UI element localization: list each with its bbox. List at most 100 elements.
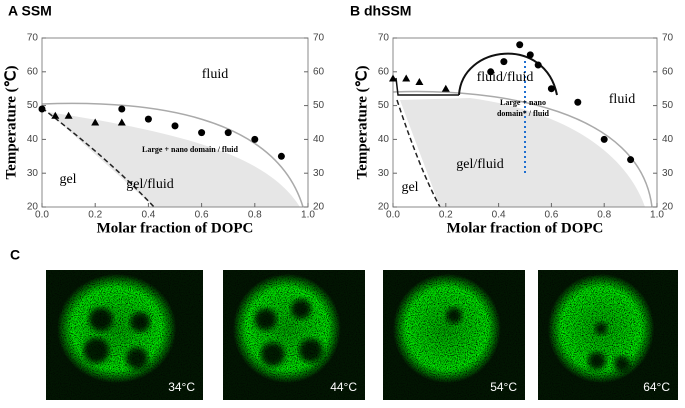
y2-tick-label: 20 (313, 202, 325, 213)
y2-tick-label: 20 (662, 202, 674, 213)
point-triangle (51, 111, 60, 119)
point-circle (277, 152, 285, 160)
fluorescence (538, 270, 678, 400)
x-tick-label: 0.2 (439, 210, 453, 221)
y2-tick-label: 40 (662, 134, 674, 145)
point-circle (487, 68, 495, 76)
x-tick-label: 0.0 (386, 210, 400, 221)
domain-hole (614, 355, 630, 372)
y2-tick-label: 60 (313, 66, 325, 77)
y2-tick-label: 50 (662, 100, 674, 111)
x-tick-label: 0.6 (544, 210, 558, 221)
annotation: Large + nano domain / fluid (142, 145, 238, 154)
annotation: gel/fluid (456, 157, 503, 172)
point-circle (526, 51, 534, 59)
y2-tick-label: 30 (313, 168, 325, 179)
panel-label: C (10, 247, 20, 263)
solidus (396, 99, 441, 208)
plot-frame (41, 37, 309, 208)
point-circle (574, 98, 582, 106)
annotation: Large + nano (500, 98, 546, 107)
point-circle (534, 61, 542, 69)
y2-tick-label: 70 (662, 33, 674, 44)
domain-hole (446, 307, 462, 324)
y-tick-label: 30 (378, 168, 390, 179)
x-tick-label: 0.4 (141, 210, 155, 221)
micro-image: 54°C (383, 270, 525, 400)
point-circle (198, 129, 206, 137)
x-tick-label: 0.8 (248, 210, 262, 221)
annotation: fluid (202, 67, 228, 82)
y-tick-label: 20 (27, 202, 39, 213)
point-triangle (91, 118, 100, 126)
domain-hole (254, 308, 277, 331)
micro-image: 64°C (538, 270, 678, 400)
annotation: fluid (609, 92, 635, 107)
x-tick-label: 1.0 (301, 210, 315, 221)
y-tick-label: 60 (378, 66, 390, 77)
point-triangle (402, 74, 411, 82)
annotation: fluid/fluid (477, 70, 534, 85)
y2-tick-label: 50 (313, 100, 325, 111)
x-axis-title: Molar fraction of DOPC (447, 220, 604, 236)
fluidus (392, 90, 653, 208)
x-tick-label: 0.2 (88, 210, 102, 221)
miscibility-dome (458, 52, 558, 96)
y-tick-label: 40 (378, 134, 390, 145)
point-circle (38, 105, 46, 113)
y-tick-label: 60 (27, 66, 39, 77)
temperature-label: 34°C (168, 380, 195, 394)
point-triangle (64, 111, 73, 119)
y-tick-label: 50 (378, 100, 390, 111)
boundary (395, 77, 459, 96)
domain-hole (595, 322, 607, 335)
y2-tick-label: 30 (662, 168, 674, 179)
y-axis-title: Temperature (℃) (3, 66, 19, 180)
x-tick-label: 0.8 (597, 210, 611, 221)
annotation: gel/fluid (126, 177, 173, 192)
point-circle (627, 156, 635, 164)
chart-title: B dhSSM (350, 3, 411, 19)
y-tick-label: 70 (27, 33, 39, 44)
domain-hole (83, 337, 110, 364)
annotation: gel (401, 180, 418, 195)
annotation: gel (59, 172, 76, 187)
point-circle (144, 115, 152, 123)
fluidus (41, 102, 304, 208)
x-tick-label: 1.0 (650, 210, 664, 221)
point-triangle (415, 77, 424, 85)
domain-hole (260, 342, 285, 367)
domain-hole (299, 338, 324, 363)
point-triangle (389, 74, 397, 82)
point-circle (600, 135, 608, 143)
point-circle (500, 58, 508, 66)
point-triangle (441, 84, 450, 92)
micro-image: 34°C (46, 270, 203, 400)
domain-hole (130, 312, 151, 332)
temperature-label: 64°C (643, 380, 670, 394)
domain-hole (126, 347, 149, 370)
fluorescence (223, 270, 365, 400)
x-tick-label: 0.4 (492, 210, 506, 221)
y-axis-title: Temperature (℃) (354, 66, 370, 180)
phase-boundaries-a (41, 102, 304, 208)
point-circle (547, 85, 555, 93)
domain-hole (587, 352, 606, 370)
y-tick-label: 30 (27, 168, 39, 179)
x-axis-title: Molar fraction of DOPC (97, 220, 254, 236)
point-circle (118, 105, 126, 113)
y-tick-label: 50 (27, 100, 39, 111)
point-circle (516, 41, 524, 49)
micro-image: 44°C (223, 270, 365, 400)
y2-tick-label: 60 (662, 66, 674, 77)
fluorescence (383, 270, 525, 400)
temperature-label: 54°C (490, 380, 517, 394)
domain-hole (88, 307, 113, 332)
y2-tick-label: 40 (313, 134, 325, 145)
point-circle (251, 135, 259, 143)
y-tick-label: 70 (378, 33, 390, 44)
annotation: domain* / fluid (497, 109, 550, 118)
plot-frame (392, 37, 658, 208)
y-tick-label: 40 (27, 134, 39, 145)
